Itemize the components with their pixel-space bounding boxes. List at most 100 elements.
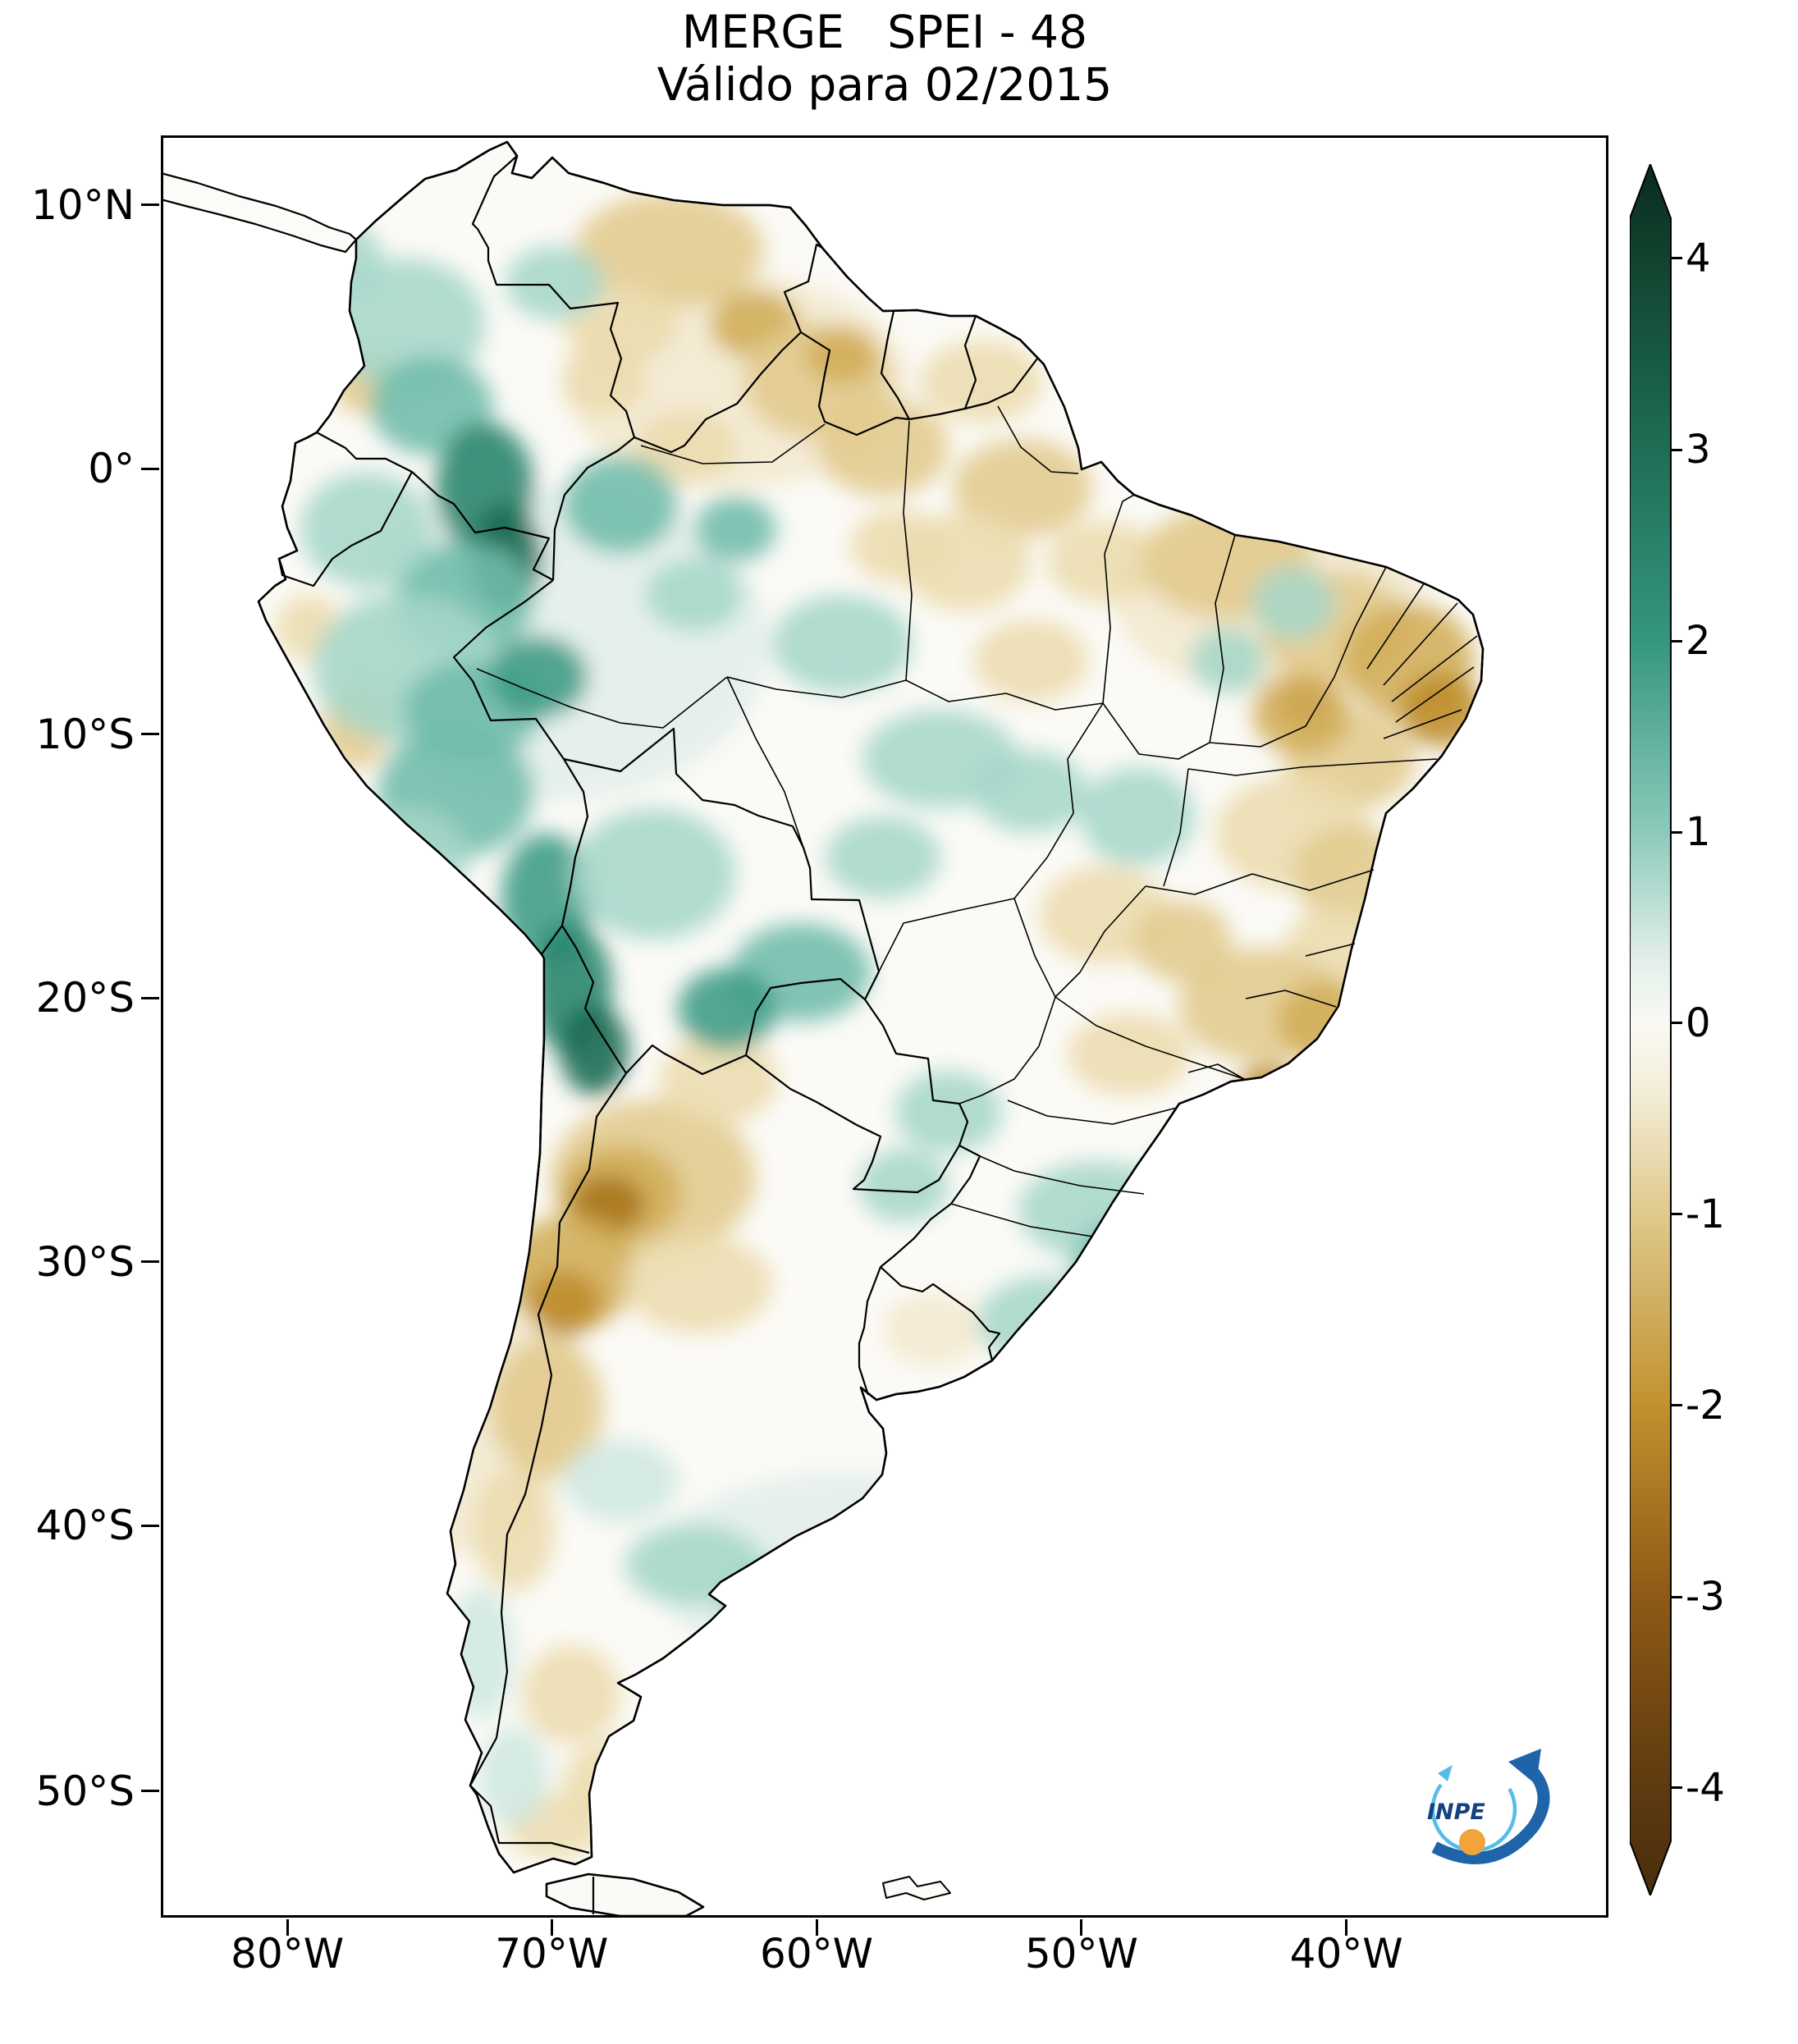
spei-anomaly-blob xyxy=(561,349,647,414)
spei-anomaly-blob xyxy=(479,1727,548,1826)
spei-anomaly-blob xyxy=(624,1524,764,1606)
inpe-logo-text: INPE xyxy=(1427,1799,1485,1825)
spei-anomaly-blob xyxy=(528,1271,602,1337)
spei-anomaly-blob xyxy=(850,509,949,583)
x-axis-tick-label: 60°W xyxy=(760,1930,874,1978)
spei-anomaly-blob xyxy=(694,496,776,562)
y-axis-tick-label: 20°S xyxy=(35,974,135,1022)
inpe-logo: INPE xyxy=(1427,1749,1550,1864)
spei-anomaly-blob xyxy=(920,341,1043,423)
y-axis-tick-label: 30°S xyxy=(35,1237,135,1286)
spei-anomaly-blob xyxy=(1072,1219,1203,1317)
tierra-del-fuego-island xyxy=(545,1873,705,1918)
colorbar-tick-label: -3 xyxy=(1686,1574,1725,1621)
spei-anomaly-blob xyxy=(645,558,743,632)
spei-anomaly-blob xyxy=(473,1469,555,1592)
colorbar-tick-label: -1 xyxy=(1686,1191,1725,1237)
spei-anomaly-blob xyxy=(1018,1161,1174,1260)
spei-anomaly-blob xyxy=(678,968,776,1050)
state-borders xyxy=(476,405,1478,1237)
x-axis-tick xyxy=(1345,1919,1348,1936)
figure-title: MERGE SPEI - 48 xyxy=(681,6,1088,58)
spei-anomaly-blob xyxy=(953,439,1092,537)
colorbar-tick-label: 4 xyxy=(1686,235,1711,281)
spei-anomaly-blob xyxy=(563,455,678,554)
inpe-logo-arrowhead-icon xyxy=(1508,1749,1541,1785)
country-borders xyxy=(277,155,1038,1914)
spei-anomaly-blob xyxy=(1293,825,1408,923)
spei-anomaly-blob xyxy=(563,1440,678,1522)
y-axis-tick xyxy=(141,996,159,999)
spei-anomaly-blob xyxy=(723,1555,945,1653)
spei-anomaly-blob xyxy=(300,472,432,587)
spei-anomaly-blob xyxy=(575,193,764,308)
x-axis-tick xyxy=(1080,1919,1083,1936)
spei-anomaly-blob xyxy=(1080,767,1195,866)
map-plot-area: INPE xyxy=(161,135,1608,1918)
coastline xyxy=(257,140,1485,1918)
colorbar-tick-label: -4 xyxy=(1686,1764,1725,1811)
y-axis-tick-label: 40°S xyxy=(35,1502,135,1550)
x-axis-tick-label: 80°W xyxy=(231,1930,345,1978)
falkland-islands xyxy=(882,1876,951,1900)
colorbar-tick-label: 0 xyxy=(1686,999,1711,1046)
plot-frame xyxy=(161,135,1608,1918)
x-axis-tick-label: 40°W xyxy=(1289,1930,1403,1978)
y-axis-tick-label: 10°S xyxy=(35,710,135,758)
spei-anomaly-blob xyxy=(258,308,325,373)
colorbar-tick-label: 1 xyxy=(1686,809,1711,856)
x-axis-tick xyxy=(550,1919,553,1936)
colorbar-tick-label: 3 xyxy=(1686,427,1711,473)
figure-subtitle: Válido para 02/2015 xyxy=(657,58,1113,111)
spei-anomaly-blob xyxy=(1068,1013,1191,1095)
y-axis-tick-label: 10°N xyxy=(30,181,135,229)
spei-anomaly-blob xyxy=(506,246,604,320)
spei-anomaly-blob xyxy=(522,1645,620,1744)
inpe-logo-small-arrowhead-icon xyxy=(1438,1765,1453,1781)
y-axis-tick xyxy=(141,203,159,207)
spei-anomaly-blob xyxy=(489,1338,604,1477)
spei-anomaly-blob xyxy=(624,1235,772,1333)
colorbar-tick-label: 2 xyxy=(1686,618,1711,665)
spei-anomaly-blob xyxy=(345,808,469,907)
colorbar-tick-label: -2 xyxy=(1686,1382,1725,1429)
panama-landmass xyxy=(161,171,358,254)
spei-anomaly-blob xyxy=(1252,673,1351,755)
spei-anomaly-blob xyxy=(1252,566,1334,640)
spei-anomaly-blob xyxy=(1144,1140,1242,1219)
inpe-logo-ring-icon xyxy=(1430,1766,1517,1853)
spei-anomaly-blob xyxy=(895,1071,1002,1153)
x-axis-tick-label: 70°W xyxy=(495,1930,609,1978)
colorbar xyxy=(1630,164,1672,1895)
spei-anomaly-blob xyxy=(489,636,588,718)
colorbar-gradient-bar xyxy=(1630,164,1672,1895)
spei-anomaly-blob xyxy=(1239,1064,1298,1107)
x-axis-tick-label: 50°W xyxy=(1024,1930,1138,1978)
spei-anomaly-blob xyxy=(973,620,1088,702)
y-axis-tick xyxy=(141,1524,159,1527)
spei-anomaly-blob xyxy=(1133,900,1232,982)
y-axis-tick xyxy=(141,1790,159,1793)
spei-anomaly-blob xyxy=(817,398,949,496)
y-axis-tick xyxy=(141,733,159,736)
inpe-logo-orange-dot-icon xyxy=(1459,1829,1485,1855)
x-axis-tick xyxy=(815,1919,818,1936)
spei-field-layer xyxy=(258,193,1482,1859)
spei-anomaly-blob xyxy=(883,1292,981,1366)
y-axis-tick-label: 0° xyxy=(88,445,135,493)
spei-anomaly-blob xyxy=(826,816,940,899)
spei-anomaly-blob xyxy=(635,410,737,484)
spei-anomaly-blob xyxy=(973,751,1088,833)
y-axis-tick-label: 50°S xyxy=(35,1767,135,1815)
inpe-logo-swoosh-arrow-icon xyxy=(1431,1763,1550,1864)
x-axis-tick xyxy=(286,1919,289,1936)
y-axis-tick xyxy=(141,467,159,470)
spei-anomaly-blob xyxy=(858,1149,949,1223)
y-axis-tick xyxy=(141,1260,159,1264)
spei-anomaly-blob xyxy=(329,258,485,390)
spei-anomaly-blob xyxy=(772,595,912,693)
spei-anomaly-blob xyxy=(805,327,879,384)
spei-anomaly-blob xyxy=(1191,628,1265,693)
spei-anomaly-blob xyxy=(571,808,735,940)
spei-anomaly-blob xyxy=(560,1005,629,1095)
